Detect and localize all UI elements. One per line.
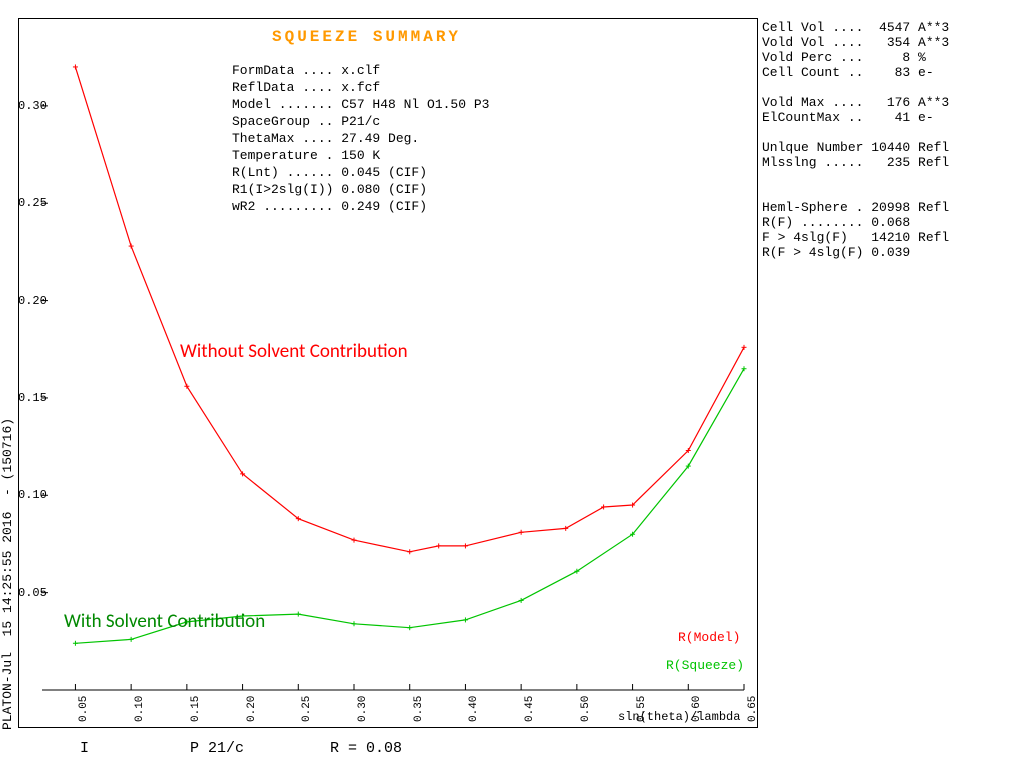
- bottom-bar-item: R = 0.08: [330, 740, 402, 757]
- page-root: SQUEEZE SUMMARY FormData .... x.clf Refl…: [0, 0, 1024, 768]
- annotation-without-solvent: Without Solvent Contribution: [180, 340, 408, 363]
- y-tick-label: 0.30: [18, 99, 47, 113]
- bottom-bar-item: P 21/c: [190, 740, 244, 757]
- x-tick-label: 0.65: [747, 696, 759, 722]
- y-tick-label: 0.20: [18, 294, 47, 308]
- legend-squeeze: R(Squeeze): [666, 658, 744, 673]
- x-tick-label: 0.35: [413, 696, 425, 722]
- x-tick-label: 0.25: [301, 696, 313, 722]
- cell-info-block: Cell Vol .... 4547 A**3 Vold Vol .... 35…: [762, 20, 949, 260]
- legend-model: R(Model): [678, 630, 740, 645]
- x-tick-label: 0.60: [691, 696, 703, 722]
- y-tick-label: 0.15: [18, 391, 47, 405]
- x-tick-label: 0.15: [190, 696, 202, 722]
- model-info-block: FormData .... x.clf ReflData .... x.fcf …: [232, 62, 489, 215]
- x-tick-label: 0.45: [524, 696, 536, 722]
- x-tick-label: 0.30: [357, 696, 369, 722]
- x-tick-label: 0.40: [468, 696, 480, 722]
- chart-title: SQUEEZE SUMMARY: [272, 28, 461, 46]
- y-tick-label: 0.25: [18, 196, 47, 210]
- x-tick-label: 0.50: [580, 696, 592, 722]
- annotation-with-solvent: With Solvent Contribution: [64, 610, 265, 633]
- platon-timestamp-label: PLATON-Jul 15 14:25:55 2016 - (150716): [0, 418, 15, 730]
- y-tick-label: 0.10: [18, 488, 47, 502]
- x-tick-label: 0.05: [78, 696, 90, 722]
- x-tick-label: 0.10: [134, 696, 146, 722]
- y-tick-label: 0.05: [18, 586, 47, 600]
- x-tick-label: 0.55: [636, 696, 648, 722]
- bottom-bar-item: I: [80, 740, 89, 757]
- x-tick-label: 0.20: [246, 696, 258, 722]
